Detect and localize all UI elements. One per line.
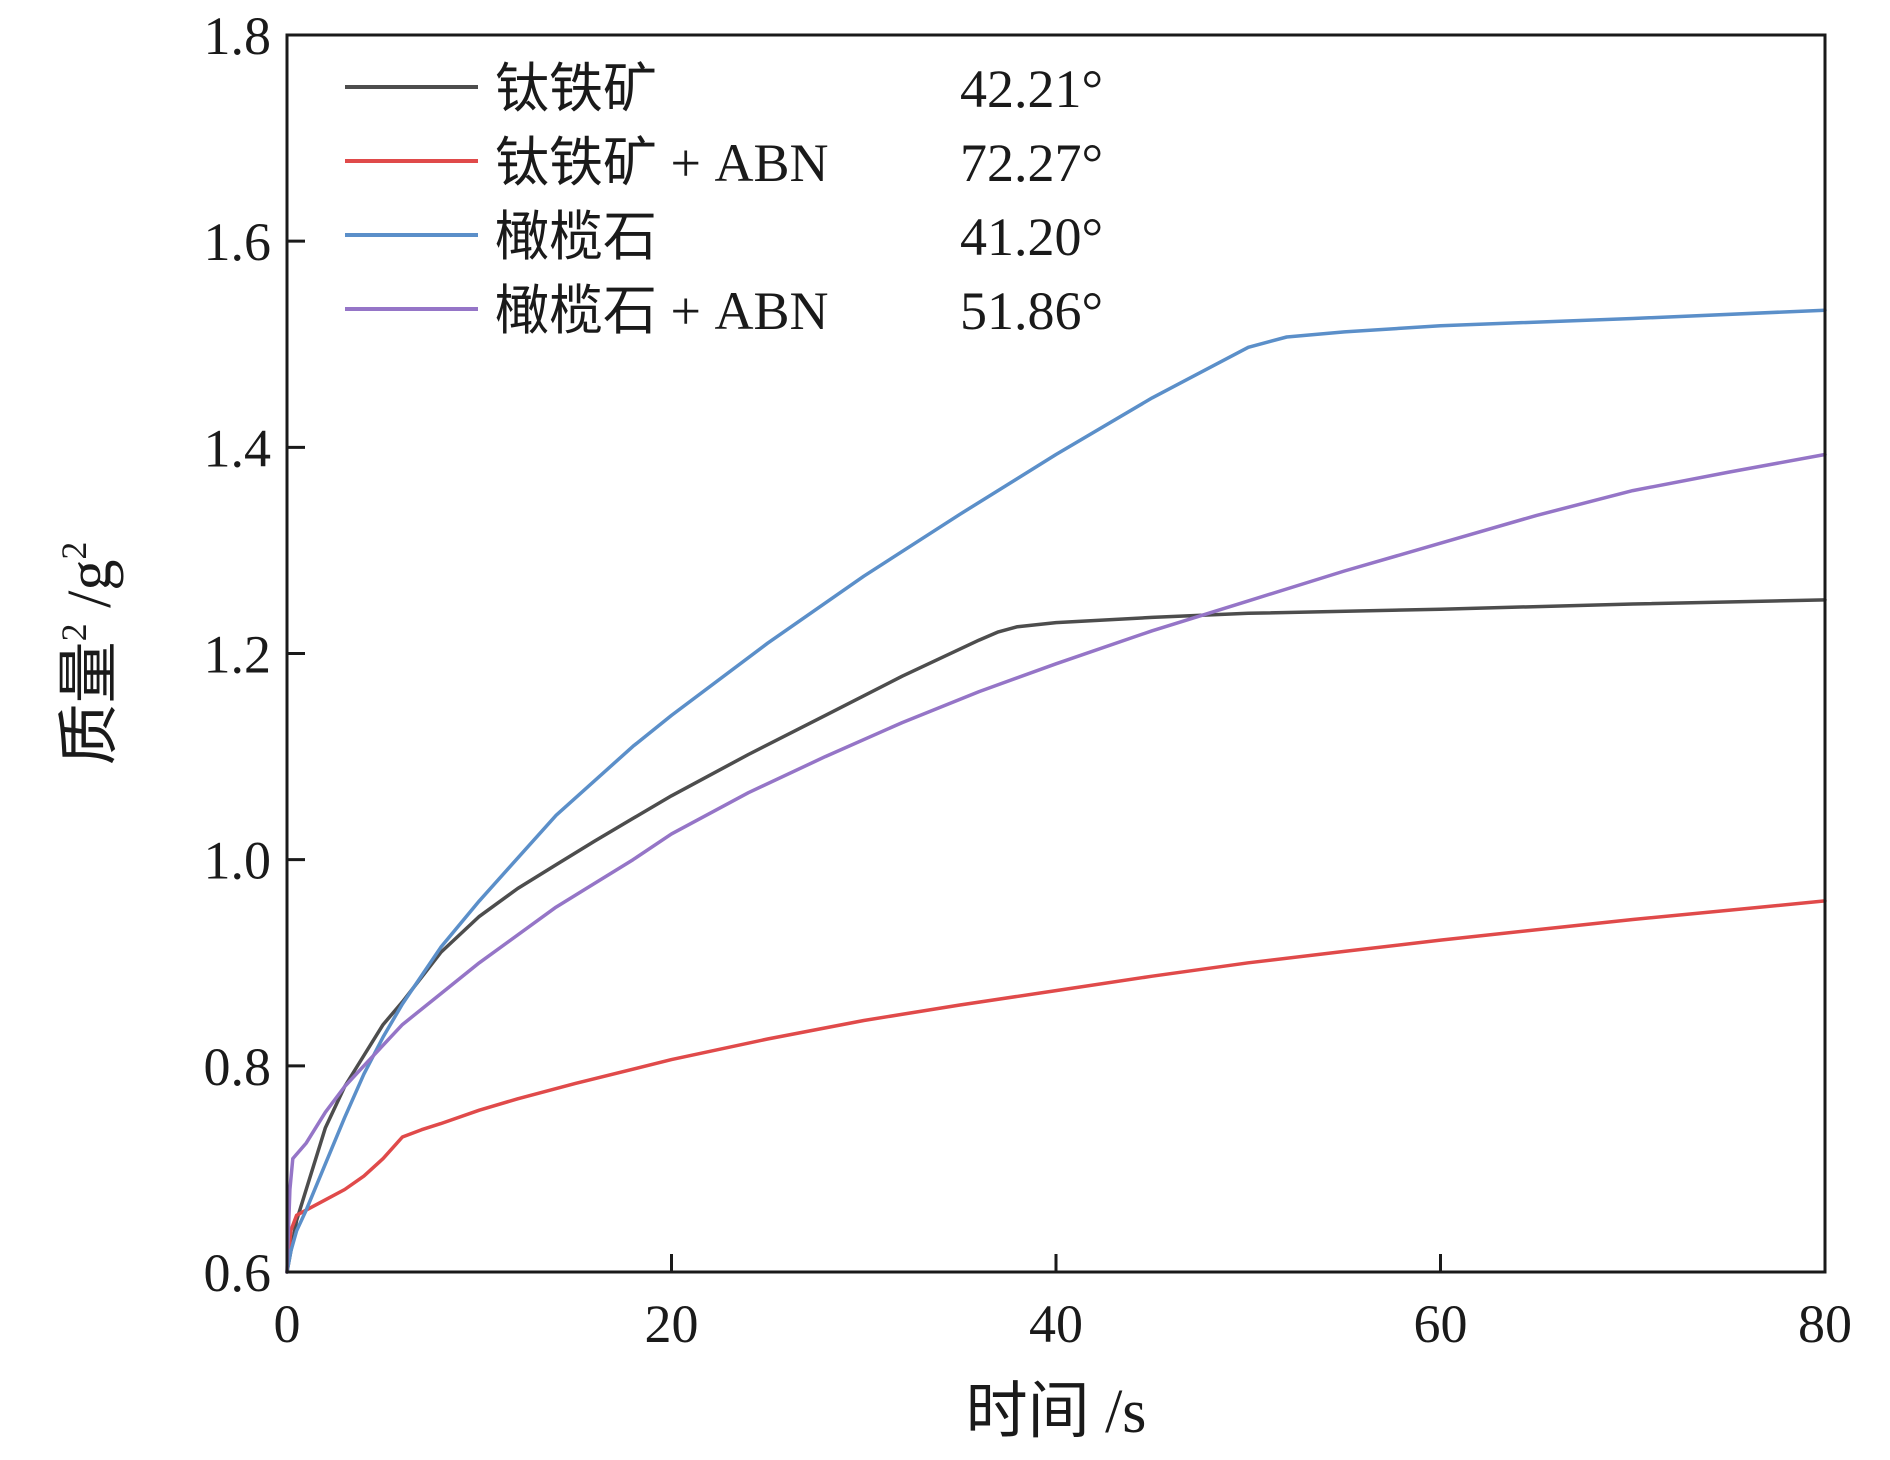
legend-label: 钛铁矿 [495, 59, 657, 119]
series-line [285, 308, 1827, 1274]
x-tick-label: 60 [1414, 1294, 1468, 1354]
legend: 钛铁矿 42.21° 钛铁矿 + ABN 72.27° 橄榄石 41.20° 橄榄石 + A… [345, 59, 1103, 341]
legend-label: 钛铁矿 + ABN [495, 133, 828, 193]
y-axis-title-unit-sup: 2 [54, 542, 94, 560]
y-tick-label: 1.6 [204, 212, 272, 272]
y-tick-label: 1.0 [204, 831, 272, 891]
series-line [285, 598, 1827, 1274]
legend-angle: 41.20° [960, 207, 1103, 267]
y-axis-title-unit: /g [56, 560, 124, 624]
y-tick-label: 1.4 [204, 418, 272, 478]
y-axis-title-sup: 2 [54, 623, 94, 641]
series-line [285, 452, 1827, 1274]
x-tick-label: 0 [274, 1294, 301, 1354]
legend-angle: 72.27° [960, 133, 1103, 193]
y-tick-label: 0.8 [204, 1037, 272, 1097]
x-tick-label: 40 [1029, 1294, 1083, 1354]
y-tick-label: 1.8 [204, 6, 272, 66]
legend-angle: 42.21° [960, 59, 1103, 119]
x-tick-label: 20 [645, 1294, 699, 1354]
legend-label: 橄榄石 [495, 207, 657, 267]
tick-layer: 0 20 40 60 80 0.6 0.8 1.0 1.2 1.4 1.6 1.8 [204, 6, 1853, 1354]
legend-label: 橄榄石 + ABN [495, 281, 828, 341]
legend-angle: 51.86° [960, 281, 1103, 341]
y-tick-label: 0.6 [204, 1243, 272, 1303]
x-tick-label: 80 [1798, 1294, 1852, 1354]
series-layer [285, 308, 1827, 1274]
y-axis-title: 质量2 /g2 [54, 542, 124, 766]
y-axis-title-base: 质量 [56, 641, 124, 765]
y-tick-label: 1.2 [204, 625, 272, 685]
x-axis-title: 时间 /s [966, 1378, 1147, 1446]
series-line [285, 899, 1827, 1274]
